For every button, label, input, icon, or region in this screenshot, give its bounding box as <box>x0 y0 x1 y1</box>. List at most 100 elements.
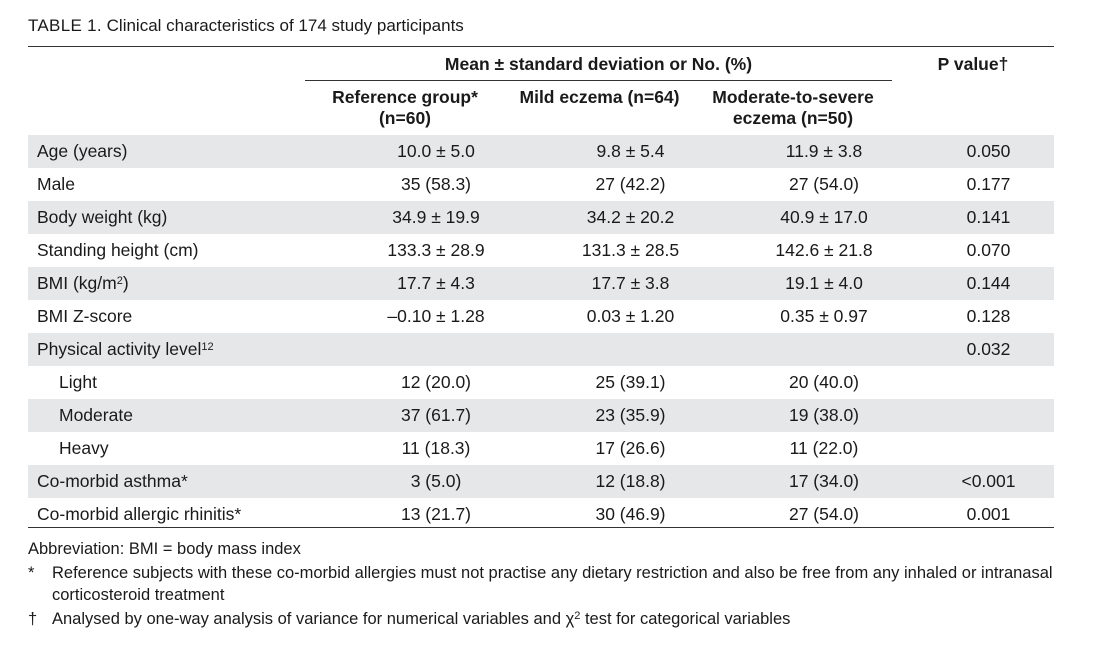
table-row: Light 12 (20.0) 25 (39.1) 20 (40.0) <box>28 366 1054 399</box>
row-label: Body weight (kg) <box>28 201 336 234</box>
table-row: BMI (kg/m2) 17.7 ± 4.3 17.7 ± 3.8 19.1 ± 4.… <box>28 267 1054 300</box>
mild-eczema-value: 23 (35.9) <box>536 399 725 432</box>
reference-group-value: 37 (61.7) <box>336 399 536 432</box>
p-value: 0.144 <box>923 267 1054 300</box>
footnote-star-text: Reference subjects with these co-morbid … <box>52 564 1053 604</box>
reference-group-value: 133.3 ± 28.9 <box>387 240 485 260</box>
moderate-severe-value: 142.6 ± 21.8 <box>775 240 873 260</box>
moderate-severe-value: 11 (22.0) <box>789 438 859 458</box>
row-label-text: BMI Z-score <box>37 306 133 326</box>
row-label: Physical activity level12 <box>28 333 336 366</box>
reference-group-value: 10.0 ± 5.0 <box>336 135 536 168</box>
table-row: Heavy 11 (18.3) 17 (26.6) 11 (22.0) <box>28 432 1054 465</box>
mild-eczema-value: 34.2 ± 20.2 <box>536 201 725 234</box>
table-row: Co-morbid asthma* 3 (5.0) 12 (18.8) 17 (34.… <box>28 465 1054 498</box>
mild-eczema-value <box>536 333 725 366</box>
row-label-superscript: 2 <box>116 275 123 287</box>
footnote-dagger-after: test for categorical variables <box>580 610 791 628</box>
row-label-text: Light <box>59 372 97 392</box>
header-moderate-line2: eczema (n=50) <box>732 108 854 128</box>
footnote-star: * Reference subjects with these co-morbi… <box>28 562 1062 606</box>
p-value: 0.050 <box>923 135 1054 168</box>
mild-eczema-value: 25 (39.1) <box>595 372 666 392</box>
mild-eczema-value: 27 (42.2) <box>595 174 666 194</box>
row-label: Standing height (cm) <box>28 234 336 267</box>
moderate-severe-value: 27 (54.0) <box>788 174 860 194</box>
reference-group-value: 12 (20.0) <box>400 372 472 392</box>
footnote-dagger-before: Analysed by one-way analysis of variance… <box>52 610 575 628</box>
mild-eczema-value: 0.03 ± 1.20 <box>586 306 675 326</box>
p-value <box>923 399 1054 432</box>
p-value: 0.032 <box>923 333 1054 366</box>
header-subrule <box>305 80 892 81</box>
table-caption: TABLE 1. Clinical characteristics of 174… <box>28 16 464 36</box>
mild-eczema-value: 9.8 ± 5.4 <box>536 135 725 168</box>
header-moderate-line1: Moderate-to-severe <box>712 87 874 107</box>
row-label-suffix: ) <box>122 273 129 293</box>
row-label: Co-morbid allergic rhinitis* <box>28 498 336 531</box>
footnote-abbreviation: Abbreviation: BMI = body mass index <box>28 540 301 558</box>
p-value: 0.070 <box>966 240 1011 260</box>
footnote-dagger-sup: 2 <box>574 610 581 622</box>
table-title: Clinical characteristics of 174 study pa… <box>106 16 464 35</box>
moderate-severe-value: 27 (54.0) <box>788 504 860 524</box>
header-reference-line1: Reference group* <box>332 87 478 107</box>
moderate-severe-value: 11.9 ± 3.8 <box>725 135 923 168</box>
moderate-severe-value: 19.1 ± 4.0 <box>725 267 923 300</box>
footnote-star-symbol: * <box>28 564 35 582</box>
header-moderate-severe: Moderate-to-severe eczema (n=50) <box>694 87 892 129</box>
top-rule <box>28 46 1054 47</box>
p-value: 0.141 <box>923 201 1054 234</box>
reference-group-value: 34.9 ± 19.9 <box>336 201 536 234</box>
table-row: Body weight (kg) 34.9 ± 19.9 34.2 ± 20.2 40… <box>28 201 1054 234</box>
p-value: 0.128 <box>966 306 1011 326</box>
row-label: Co-morbid asthma* <box>28 465 336 498</box>
header-reference-group: Reference group* (n=60) <box>305 87 505 129</box>
row-label: Light <box>28 366 336 399</box>
table-row: BMI Z-score –0.10 ± 1.28 0.03 ± 1.20 0.35 ±… <box>28 300 1054 333</box>
row-label-text: Moderate <box>59 405 133 425</box>
table-row: Physical activity level12 0.032 <box>28 333 1054 366</box>
moderate-severe-value: 20 (40.0) <box>788 372 860 392</box>
reference-group-value <box>336 333 536 366</box>
moderate-severe-value <box>725 333 923 366</box>
moderate-severe-value: 19 (38.0) <box>725 399 923 432</box>
row-label: BMI Z-score <box>28 300 336 333</box>
row-label-text: Age (years) <box>37 141 128 161</box>
mild-eczema-value: 30 (46.9) <box>595 504 666 524</box>
row-label-text: Co-morbid allergic rhinitis* <box>37 504 242 524</box>
header-pvalue: P value† <box>937 54 1009 74</box>
row-label: Male <box>28 168 336 201</box>
p-value: <0.001 <box>923 465 1054 498</box>
row-label-text: BMI (kg/m <box>37 273 117 293</box>
reference-group-value: 17.7 ± 4.3 <box>336 267 536 300</box>
mild-eczema-value: 17 (26.6) <box>595 438 666 458</box>
table-row: Standing height (cm) 133.3 ± 28.9 131.3 ± … <box>28 234 1054 267</box>
table-row: Male 35 (58.3) 27 (42.2) 27 (54.0) 0.177 <box>28 168 1054 201</box>
reference-group-value: 35 (58.3) <box>400 174 472 194</box>
header-reference-line2: (n=60) <box>378 108 432 128</box>
table-label: TABLE 1. <box>28 16 102 35</box>
reference-group-value: 13 (21.7) <box>400 504 472 524</box>
moderate-severe-value: 40.9 ± 17.0 <box>725 201 923 234</box>
reference-group-value: 3 (5.0) <box>336 465 536 498</box>
reference-group-value: –0.10 ± 1.28 <box>387 306 485 326</box>
header-mild-eczema: Mild eczema (n=64) <box>519 87 680 107</box>
header-group: Mean ± standard deviation or No. (%) <box>444 54 753 74</box>
table-row: Co-morbid allergic rhinitis* 13 (21.7) 30 … <box>28 498 1054 531</box>
mild-eczema-value: 17.7 ± 3.8 <box>536 267 725 300</box>
data-table: Age (years) 10.0 ± 5.0 9.8 ± 5.4 11.9 ± 3.8… <box>28 135 1054 531</box>
row-label-text: Standing height (cm) <box>37 240 199 260</box>
p-value <box>923 432 1054 465</box>
table-row: Moderate 37 (61.7) 23 (35.9) 19 (38.0) <box>28 399 1054 432</box>
row-label-text: Heavy <box>59 438 109 458</box>
row-label-text: Male <box>37 174 75 194</box>
footnote-dagger-text: Analysed by one-way analysis of variance… <box>52 608 1062 630</box>
bottom-rule <box>28 527 1054 528</box>
p-value: 0.001 <box>966 504 1011 524</box>
row-label: BMI (kg/m2) <box>28 267 336 300</box>
row-label: Heavy <box>28 432 336 465</box>
table-row: Age (years) 10.0 ± 5.0 9.8 ± 5.4 11.9 ± 3.8… <box>28 135 1054 168</box>
p-value <box>923 366 1054 399</box>
footnote-dagger-symbol: † <box>28 610 38 628</box>
